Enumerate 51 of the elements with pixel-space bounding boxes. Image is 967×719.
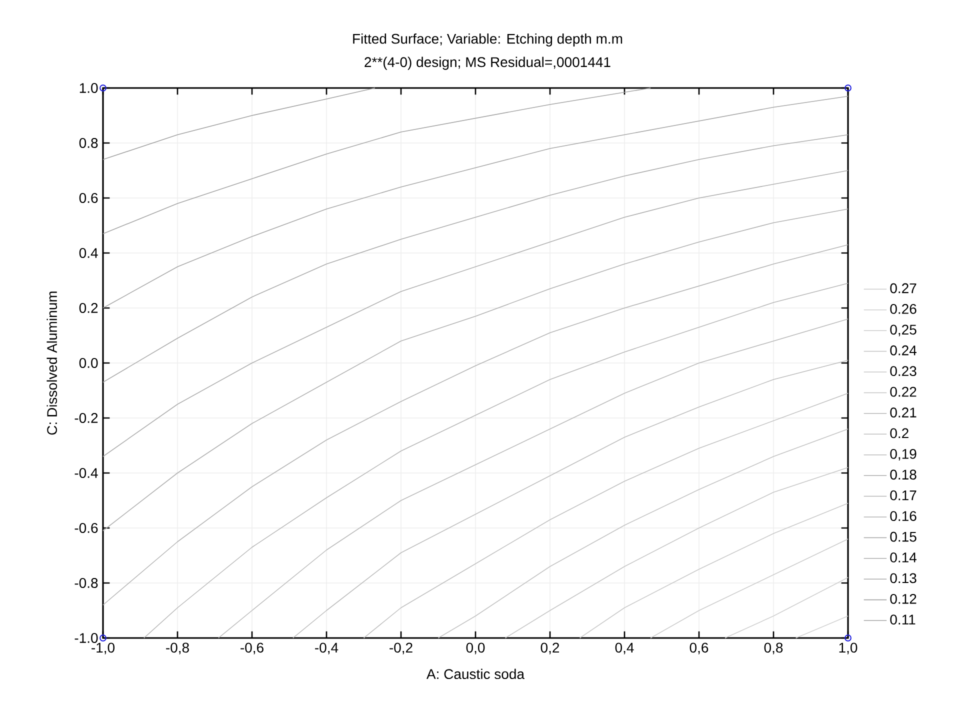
- y-tick-label: 0.8: [79, 138, 98, 148]
- line-series: [102, 134, 848, 383]
- y-tick-label: 0.4: [79, 248, 98, 258]
- x-tick-label: -0,2: [390, 642, 412, 654]
- x-tick-label: 1,0: [839, 642, 858, 654]
- legend-label: 0.23: [890, 366, 916, 376]
- legend-label: 0,25: [890, 324, 916, 336]
- x-tick-label: -0,8: [166, 642, 189, 654]
- legend-label: 0.27: [890, 283, 916, 294]
- y-tick-label: -0.2: [74, 413, 98, 423]
- y-tick-label: 0.6: [79, 193, 98, 203]
- legend-label: 0.16: [890, 511, 916, 522]
- line-series: [144, 282, 848, 638]
- x-tick-label: 0,8: [764, 642, 783, 654]
- legend-label: 0.26: [890, 304, 916, 314]
- x-tick-label: -1,0: [92, 642, 115, 654]
- line-series: [102, 208, 848, 532]
- legend-label: 0.11: [890, 614, 916, 625]
- y-tick-label: -0.6: [74, 523, 98, 533]
- x-tick-label: 0,4: [615, 642, 634, 654]
- legend-label: 0.24: [890, 345, 916, 356]
- line-series: [579, 502, 848, 638]
- legend-label: 0.2: [890, 428, 908, 438]
- y-tick-label: 0.0: [79, 358, 98, 368]
- y-axis-title: C: Dissolved Aluminum: [46, 292, 58, 435]
- chart-subtitle: 2**(4-0) design; MS Residual=,0001441: [364, 56, 610, 70]
- y-tick-label: 1.0: [80, 83, 98, 93]
- x-tick-label: -0,4: [315, 642, 338, 654]
- line-series: [438, 428, 848, 638]
- x-tick-label: 0,0: [466, 642, 485, 654]
- legend-label: 0.22: [890, 386, 916, 397]
- legend-label: 0.17: [890, 490, 916, 500]
- x-tick-label: 0,6: [690, 642, 708, 654]
- line-series: [504, 467, 848, 638]
- x-tick-label: 0,2: [540, 642, 560, 654]
- legend-label: 0.12: [890, 594, 916, 604]
- y-tick-label: 0.2: [79, 303, 98, 313]
- legend-label: 0.14: [890, 552, 916, 562]
- y-tick-label: -0.8: [74, 578, 98, 588]
- legend-label: 0.15: [890, 532, 916, 542]
- legend-label: 0.13: [890, 573, 916, 584]
- y-tick-label: -0.4: [74, 468, 98, 478]
- x-axis-title: A: Caustic soda: [426, 668, 525, 680]
- x-tick-label: -0,6: [240, 642, 264, 654]
- legend-label: 0.21: [890, 408, 916, 418]
- line-series: [102, 88, 376, 160]
- line-series: [650, 538, 848, 638]
- legend-label: 0,19: [890, 448, 916, 461]
- chart-title: Fitted Surface; Variable: Etching depth m.m: [353, 33, 622, 47]
- legend-label: 0.18: [890, 470, 916, 480]
- y-tick-label: -1.0: [74, 633, 98, 643]
